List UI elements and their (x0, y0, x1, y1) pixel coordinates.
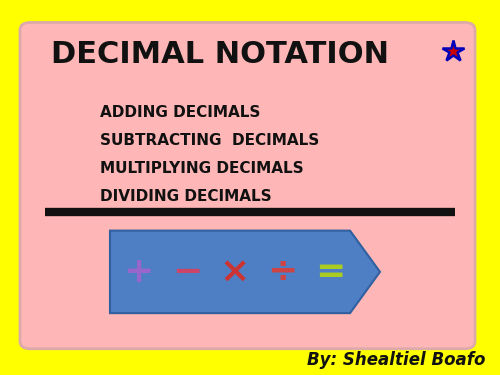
Text: ×: × (220, 255, 250, 289)
Text: DECIMAL NOTATION: DECIMAL NOTATION (51, 40, 389, 69)
Text: ADDING DECIMALS: ADDING DECIMALS (100, 105, 260, 120)
Polygon shape (110, 231, 380, 313)
Text: =: = (316, 255, 346, 289)
Text: SUBTRACTING  DECIMALS: SUBTRACTING DECIMALS (100, 133, 320, 148)
FancyBboxPatch shape (20, 22, 475, 349)
Text: By: Shealtiel Boafo: By: Shealtiel Boafo (306, 351, 485, 369)
Text: −: − (172, 255, 202, 289)
Text: ÷: ÷ (268, 255, 298, 289)
Text: MULTIPLYING DECIMALS: MULTIPLYING DECIMALS (100, 161, 304, 176)
Text: +: + (124, 255, 154, 289)
Text: DIVIDING DECIMALS: DIVIDING DECIMALS (100, 189, 272, 204)
